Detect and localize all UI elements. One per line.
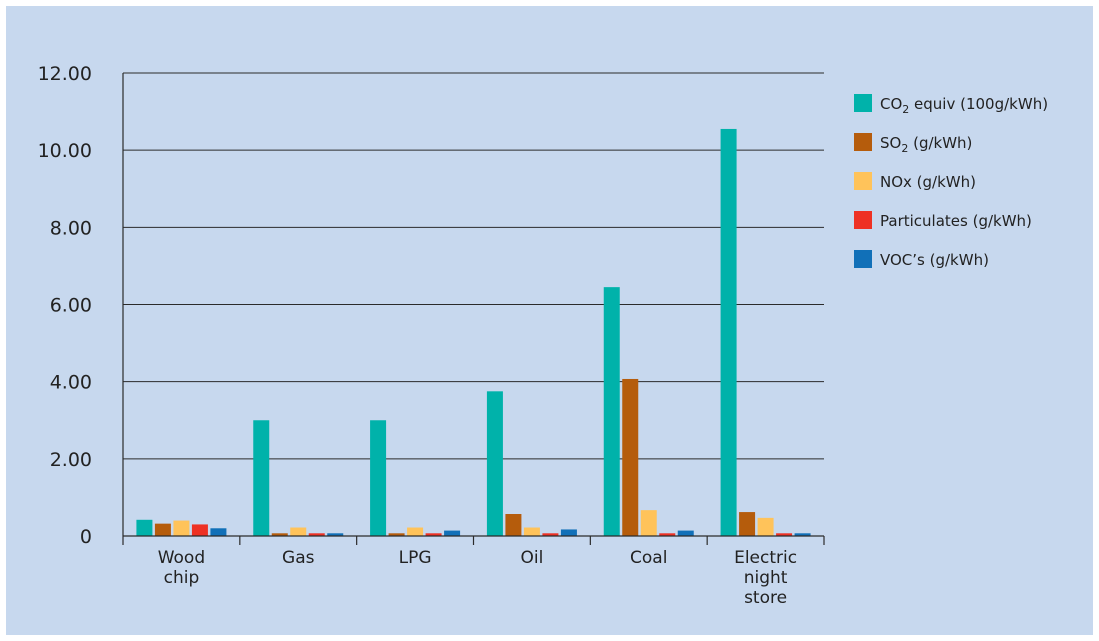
- bar-2-lpg: [388, 533, 405, 536]
- legend-swatch-2: [854, 133, 872, 151]
- legend-label-4: Particulates (g/kWh): [880, 212, 1032, 230]
- legend-label-2: SO2 (g/kWh): [880, 134, 972, 155]
- bar-3-gas: [290, 527, 307, 536]
- bar-2-oil: [505, 514, 522, 536]
- bar-5-electric-night-store: [794, 533, 811, 536]
- y-tick-label-1: 2.00: [50, 449, 92, 471]
- bar-3-wood-chip: [173, 520, 190, 536]
- bar-1-electric-night-store: [720, 128, 737, 536]
- y-tick-label-6: 12.00: [38, 63, 92, 85]
- bar-1-wood-chip: [136, 519, 153, 536]
- category-label-2: Gas: [282, 548, 315, 568]
- y-tick-label-2: 4.00: [50, 372, 92, 394]
- category-label-6: Electric night store: [734, 548, 797, 608]
- legend-swatch-1: [854, 94, 872, 112]
- bar-5-gas: [327, 533, 344, 536]
- category-label-3: LPG: [399, 548, 432, 568]
- legend-label-5: VOC’s (g/kWh): [880, 251, 989, 269]
- legend: CO2 equiv (100g/kWh) SO2 (g/kWh) NOx (g/kW…: [854, 94, 1048, 269]
- bar-4-wood-chip: [191, 524, 208, 536]
- axes: 0 2.00 4.00 6.00 8.00 10.00 12.00 Wood chip Gas LP…: [38, 63, 825, 608]
- bars: [136, 128, 811, 536]
- bar-1-coal: [603, 287, 620, 536]
- y-tick-label-4: 8.00: [50, 217, 92, 239]
- bar-3-lpg: [407, 527, 424, 536]
- grid-lines: [123, 72, 824, 460]
- bar-2-wood-chip: [154, 523, 171, 536]
- y-tick-label-3: 6.00: [50, 295, 92, 317]
- bar-1-oil: [486, 391, 503, 536]
- bar-1-gas: [253, 420, 270, 536]
- legend-swatch-3: [854, 172, 872, 190]
- legend-label-1: CO2 equiv (100g/kWh): [880, 95, 1048, 116]
- bar-3-electric-night-store: [757, 517, 774, 536]
- bar-3-oil: [523, 527, 540, 536]
- y-tick-label-0: 0: [80, 526, 92, 548]
- bar-3-coal: [640, 510, 657, 536]
- bar-5-lpg: [444, 530, 461, 536]
- y-tick-label-5: 10.00: [38, 140, 92, 162]
- bar-2-gas: [271, 533, 288, 536]
- bar-1-lpg: [370, 420, 387, 536]
- emissions-bar-chart: 0 2.00 4.00 6.00 8.00 10.00 12.00 Wood chip Gas LP…: [38, 63, 1048, 608]
- bar-4-gas: [308, 533, 325, 536]
- bar-5-wood-chip: [210, 528, 227, 536]
- category-label-4: Oil: [521, 548, 544, 568]
- chart-panel: 0 2.00 4.00 6.00 8.00 10.00 12.00 Wood chip Gas LP…: [6, 6, 1093, 635]
- bar-5-oil: [560, 529, 577, 536]
- category-label-1: Wood chip: [158, 548, 205, 588]
- bar-4-coal: [659, 533, 676, 536]
- bar-4-oil: [542, 533, 559, 536]
- bar-5-coal: [677, 530, 694, 536]
- bar-2-coal: [622, 378, 639, 536]
- bar-4-lpg: [425, 533, 442, 536]
- legend-label-3: NOx (g/kWh): [880, 173, 976, 191]
- category-label-5: Coal: [630, 548, 667, 568]
- legend-swatch-4: [854, 211, 872, 229]
- legend-swatch-5: [854, 250, 872, 268]
- bar-2-electric-night-store: [739, 512, 756, 536]
- bar-4-electric-night-store: [776, 533, 793, 536]
